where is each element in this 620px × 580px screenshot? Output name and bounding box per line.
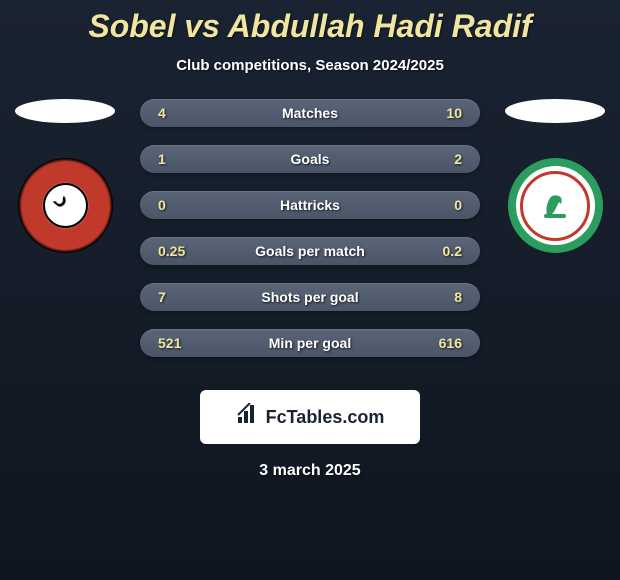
stat-right-value: 616 [422, 335, 462, 351]
stat-label: Goals per match [255, 243, 365, 259]
stat-row: 0 Hattricks 0 [140, 191, 480, 219]
stat-left-value: 7 [158, 289, 198, 305]
stat-left-value: 0 [158, 197, 198, 213]
player-left-column [5, 99, 125, 253]
header: Sobel vs Abdullah Hadi Radif Club compet… [0, 0, 620, 74]
page-title: Sobel vs Abdullah Hadi Radif [0, 8, 620, 45]
player-left-photo-placeholder [15, 99, 115, 123]
content-area: 4 Matches 10 1 Goals 2 0 Hattricks 0 0.2… [0, 99, 620, 375]
chart-icon [236, 403, 260, 431]
stat-right-value: 8 [422, 289, 462, 305]
stat-right-value: 0 [422, 197, 462, 213]
club-logo-left-ball-icon [43, 183, 88, 228]
stat-row: 521 Min per goal 616 [140, 329, 480, 357]
stat-row: 4 Matches 10 [140, 99, 480, 127]
brand-box[interactable]: FcTables.com [200, 390, 420, 444]
stat-right-value: 0.2 [422, 243, 462, 259]
stat-label: Goals [291, 151, 330, 167]
player-right-column [495, 99, 615, 253]
stat-row: 1 Goals 2 [140, 145, 480, 173]
club-logo-right-inner [520, 171, 590, 241]
stat-left-value: 1 [158, 151, 198, 167]
date-text: 3 march 2025 [0, 462, 620, 480]
horse-icon [535, 186, 575, 226]
stat-right-value: 10 [422, 105, 462, 121]
brand-text: FcTables.com [266, 407, 385, 428]
stat-row: 7 Shots per goal 8 [140, 283, 480, 311]
stat-label: Min per goal [269, 335, 351, 351]
club-logo-left [18, 158, 113, 253]
player-right-photo-placeholder [505, 99, 605, 123]
stat-right-value: 2 [422, 151, 462, 167]
stat-label: Shots per goal [261, 289, 358, 305]
stat-left-value: 521 [158, 335, 198, 351]
club-logo-right [508, 158, 603, 253]
stats-table: 4 Matches 10 1 Goals 2 0 Hattricks 0 0.2… [125, 99, 495, 375]
stat-label: Hattricks [280, 197, 340, 213]
stat-left-value: 4 [158, 105, 198, 121]
stat-row: 0.25 Goals per match 0.2 [140, 237, 480, 265]
page-subtitle: Club competitions, Season 2024/2025 [0, 57, 620, 74]
stat-left-value: 0.25 [158, 243, 198, 259]
stat-label: Matches [282, 105, 338, 121]
